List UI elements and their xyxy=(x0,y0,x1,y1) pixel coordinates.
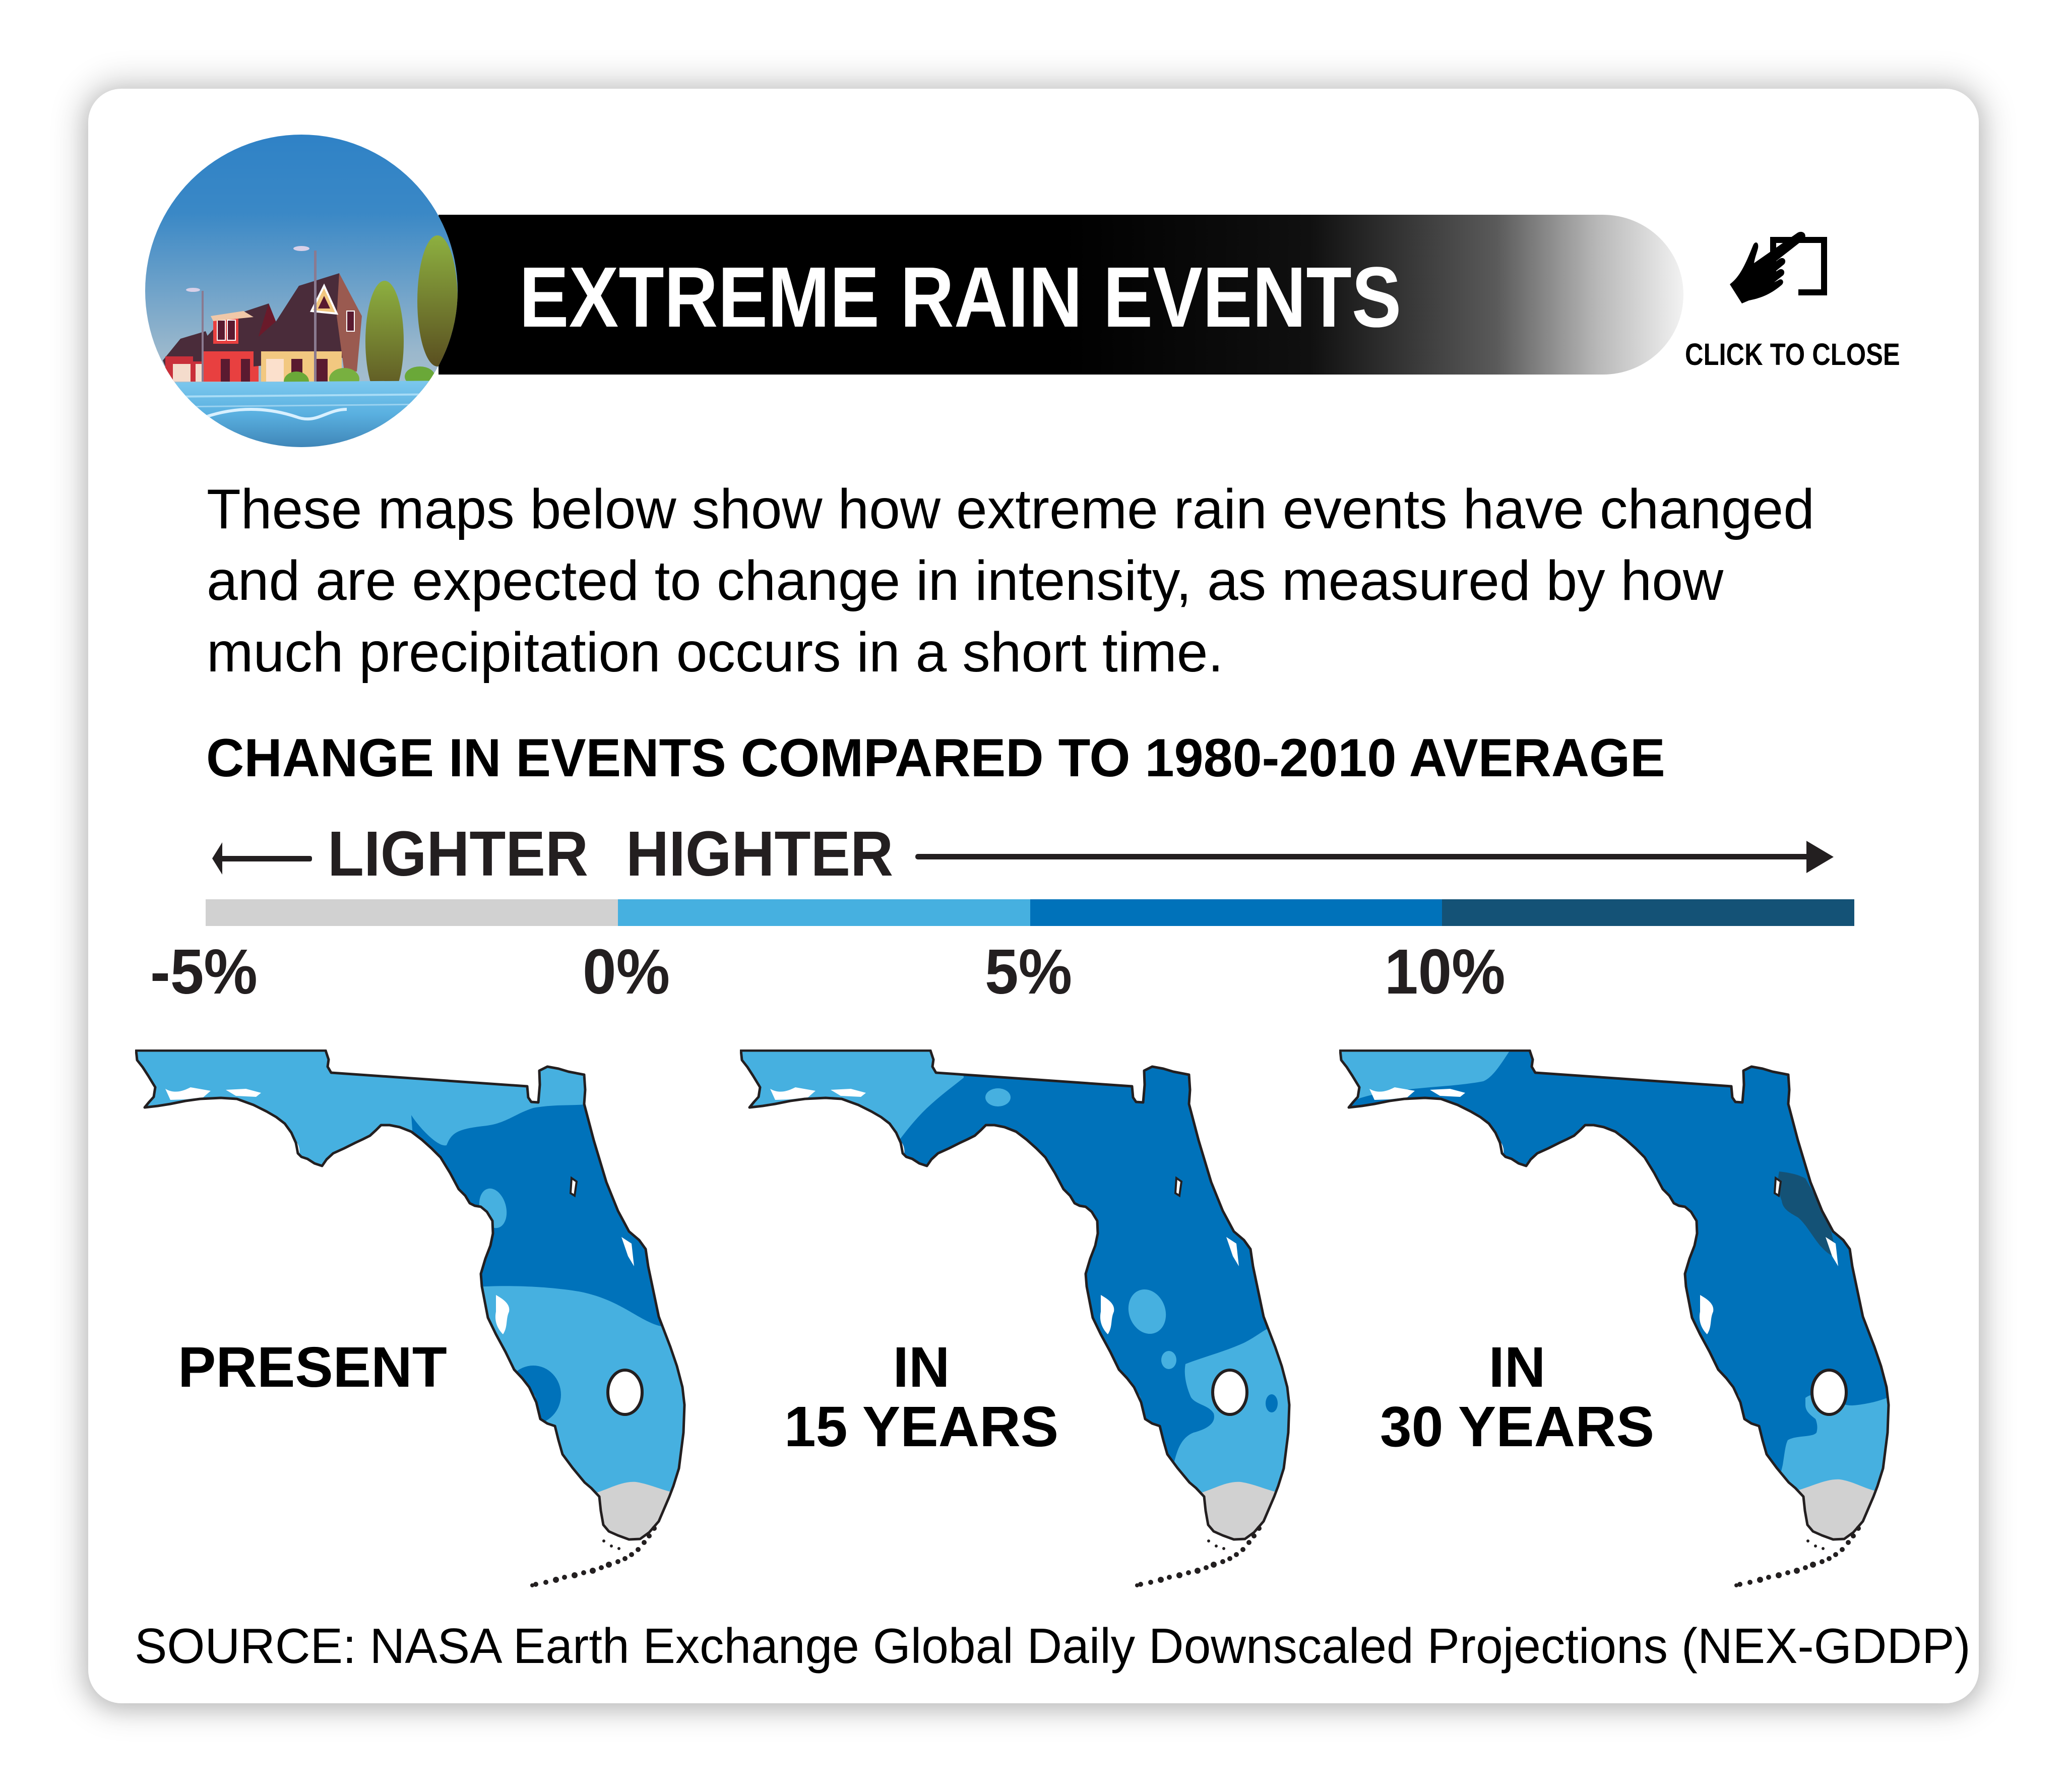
tick-label: 10% xyxy=(1385,936,1506,1007)
description-line: These maps below show how extreme rain e… xyxy=(207,478,1814,540)
region-0-5 xyxy=(1128,1289,1166,1334)
flooded-houses-illustration xyxy=(145,135,458,447)
map-label-line: 15 YEARS xyxy=(784,1395,1059,1458)
arrow-right-icon xyxy=(915,841,1834,873)
description-line: much precipitation occurs in a short tim… xyxy=(207,621,1224,684)
region-0-5 xyxy=(985,1088,1011,1106)
map-label-line: PRESENT xyxy=(178,1335,447,1399)
tick-label: -5% xyxy=(150,936,258,1007)
map-label-line: IN xyxy=(1488,1335,1546,1399)
legend-title: CHANGE IN EVENTS COMPARED TO 1980-2010 A… xyxy=(206,727,1665,788)
map-label-line: IN xyxy=(893,1335,950,1399)
region-below-zero xyxy=(1173,1481,1289,1539)
hand-tap-icon xyxy=(1730,231,1827,303)
map-label-15-years: IN 15 YEARS xyxy=(770,1337,1073,1456)
map-present xyxy=(135,1049,690,1587)
tick-label: 0% xyxy=(583,936,670,1007)
close-button[interactable]: CLICK TO CLOSE xyxy=(1678,222,1915,373)
scale-segment-5-10 xyxy=(1030,899,1443,926)
scale-segment-above-10 xyxy=(1442,899,1854,926)
scale-segment-below-zero xyxy=(206,899,618,926)
close-label: CLICK TO CLOSE xyxy=(1685,337,1900,372)
title-banner xyxy=(439,215,1683,375)
region-above-10 xyxy=(1778,1171,1835,1257)
region-0-5 xyxy=(1161,1351,1176,1369)
map-label-present: PRESENT xyxy=(178,1337,447,1397)
arrow-left-icon xyxy=(212,842,312,875)
map-30-years xyxy=(1339,1049,1894,1587)
map-label-30-years: IN 30 YEARS xyxy=(1366,1337,1668,1456)
description: These maps below show how extreme rain e… xyxy=(207,473,1814,688)
source-note: SOURCE: NASA Earth Exchange Global Daily… xyxy=(135,1618,1971,1674)
popup-title: EXTREME RAIN EVENTS xyxy=(519,250,1402,345)
map-label-line: 30 YEARS xyxy=(1380,1395,1655,1458)
color-scale xyxy=(206,899,1854,926)
description-line: and are expected to change in intensity,… xyxy=(207,549,1724,612)
region-5-10 xyxy=(1266,1394,1278,1412)
scale-segment-0-5 xyxy=(617,899,1030,926)
higher-label: HIGHTER xyxy=(626,818,894,889)
lighter-label: LIGHTER xyxy=(328,818,589,889)
region-below-zero xyxy=(569,1481,684,1539)
map-15-years xyxy=(740,1049,1294,1587)
tick-label: 5% xyxy=(985,936,1073,1007)
region-0-5 xyxy=(1340,1051,1511,1105)
